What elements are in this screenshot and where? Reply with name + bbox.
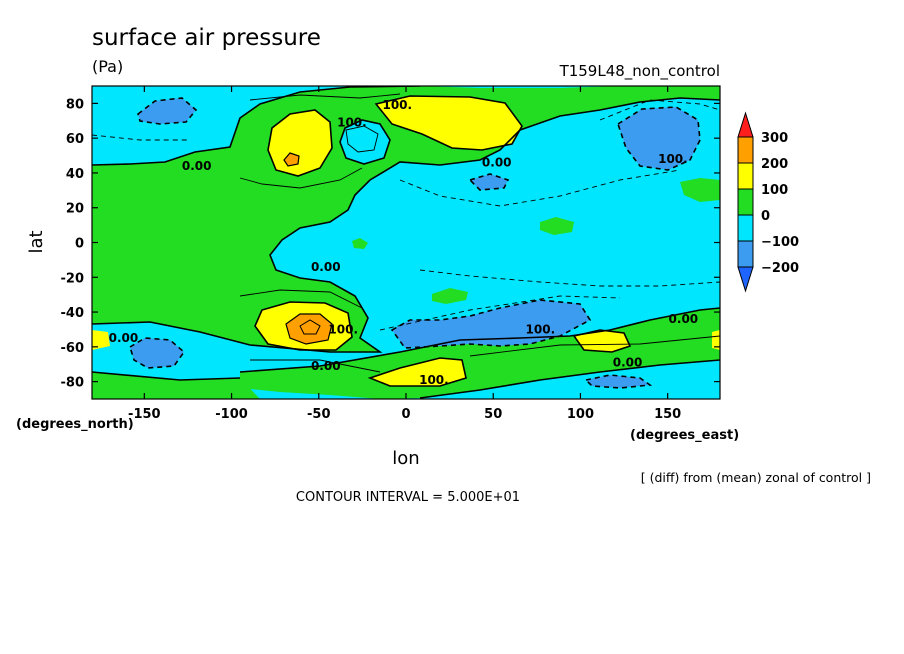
y-tick-label: -60 (61, 341, 85, 356)
contour-label: 0.00 (109, 331, 139, 345)
colorbar-bottom-arrow (737, 266, 754, 293)
contour-label: 100. (658, 152, 688, 166)
band-200-300-south (286, 314, 332, 344)
contour-zero-south (92, 307, 720, 399)
contour-label: 0.00 (669, 312, 699, 326)
y-tick-label: -80 (61, 376, 85, 391)
contour-50-c (345, 125, 379, 153)
colorbar-top-arrow (737, 111, 754, 138)
contour-100-eurasia (374, 95, 523, 151)
y-tick-label: 20 (66, 202, 84, 217)
colorbar-label: 200 (761, 157, 788, 172)
colorbar-label: −200 (761, 261, 799, 276)
band-0-100-small-2 (540, 217, 574, 235)
band-100-200-australia (574, 330, 630, 352)
contour-zero-ring (339, 119, 391, 165)
band-neg200-neg100-south-pacific (130, 338, 184, 368)
band-100-200-west-edge (92, 330, 110, 350)
contour-label: 100. (382, 98, 412, 112)
x-tick-label: 0 (401, 407, 410, 422)
units-label: (Pa) (92, 57, 123, 76)
contour-label: 0.00 (482, 156, 512, 170)
x-tick-label: 50 (484, 407, 502, 422)
band-100-200-eurasia (376, 96, 522, 150)
band-0-100-northern (92, 86, 720, 352)
axes: -150 -100 -50 0 50 100 150 80 60 40 20 0 -20 -40 -60 -8… (61, 86, 720, 422)
y-axis-label: lat (26, 230, 47, 253)
contour-label: 0.00 (182, 159, 212, 173)
colorbar-label: 0 (761, 209, 770, 224)
y-tick-label: 0 (75, 237, 84, 252)
colorbar-label: 300 (761, 131, 788, 146)
contour-label: 100. (526, 322, 556, 336)
contour-neg100-arctic (137, 97, 198, 125)
band-100-200-east-edge (712, 330, 720, 350)
colorbar-band (737, 188, 754, 216)
y-tick-label: -40 (61, 306, 85, 321)
contour-label: 0.00 (613, 355, 643, 369)
y-tick-label: 60 (66, 132, 84, 147)
x-tick-label: -100 (215, 407, 248, 422)
colorbar-label: 100 (761, 183, 788, 198)
y-tick-label: 40 (66, 167, 84, 182)
contour-neg50-lines (92, 99, 720, 331)
contour-field (92, 86, 720, 399)
band-100-200-south-atlantic (370, 358, 466, 386)
contour-100-north-america (267, 109, 333, 177)
band-0-100-small-3 (352, 238, 368, 249)
contour-neg100-south-pacific (129, 337, 186, 369)
band-neg200-neg100-north-pacific (470, 174, 508, 190)
band-neg200-neg100-siberia (618, 107, 700, 170)
contour-label: 0.00 (311, 359, 341, 373)
x-tick-label: -50 (307, 407, 331, 422)
band-neg200-neg100-south-indian (392, 300, 590, 348)
contour-label: 0.00 (311, 260, 341, 274)
y-tick-label: -20 (61, 271, 85, 286)
contour-neg100-north-pacific (468, 173, 510, 191)
chart-title: surface air pressure (92, 25, 321, 51)
band-neg100-0-bay (92, 118, 190, 150)
x-axis-label: lon (392, 448, 419, 469)
band-0-100-south-central (240, 308, 720, 399)
band-neg200-neg100-antarctic-east (586, 375, 650, 388)
contour-100-south-atlantic (367, 357, 467, 387)
contour-50-a (239, 93, 401, 189)
band-neg200-neg100-arctic (138, 98, 196, 124)
y-unit-label: (degrees_north) (16, 417, 134, 432)
contour-neg100-antarctic (584, 374, 653, 389)
contour-lines (92, 86, 720, 399)
colorbar: 300 200 100 0 −100 −200 (737, 111, 799, 293)
contour-zero-north (92, 86, 720, 353)
band-0-100-small-1 (432, 288, 468, 304)
x-tick-label: -150 (128, 407, 161, 422)
contour-neg100-siberia (617, 106, 701, 171)
diff-note: [ (diff) from (mean) zonal of control ] (641, 470, 871, 485)
contour-100-australia (572, 329, 632, 353)
colorbar-band (737, 162, 754, 190)
x-tick-label: 100 (567, 407, 594, 422)
contour-label: 100. (419, 373, 449, 387)
contour-neg100-south-indian (390, 299, 592, 349)
contour-interval-label: CONTOUR INTERVAL = 5.000E+01 (296, 490, 520, 505)
contour-50-b (239, 289, 720, 373)
band-neg100-0-ring (340, 120, 390, 164)
colorbar-band (737, 136, 754, 164)
contour-label: 100. (337, 116, 367, 130)
x-unit-label: (degrees_east) (630, 428, 739, 443)
band-0-100-ne (680, 178, 720, 202)
experiment-label: T159L48_non_control (559, 62, 720, 81)
contour-100-south-america (254, 301, 353, 351)
negative-contour-lines (92, 97, 720, 389)
colorbar-band (737, 240, 754, 268)
contour-labels: 100. 100. 0.00 0.00 100. 0.00 0.00 100. 100. 0.00… (109, 98, 699, 387)
colorbar-label: −100 (761, 235, 799, 250)
x-tick-label: 150 (654, 407, 681, 422)
colorbar-band (737, 214, 754, 242)
y-tick-label: 80 (66, 97, 84, 112)
contour-200-south (285, 313, 333, 345)
contour-250-south (299, 319, 321, 335)
contour-label: 100. (328, 322, 358, 336)
contour-200-north (283, 152, 300, 167)
